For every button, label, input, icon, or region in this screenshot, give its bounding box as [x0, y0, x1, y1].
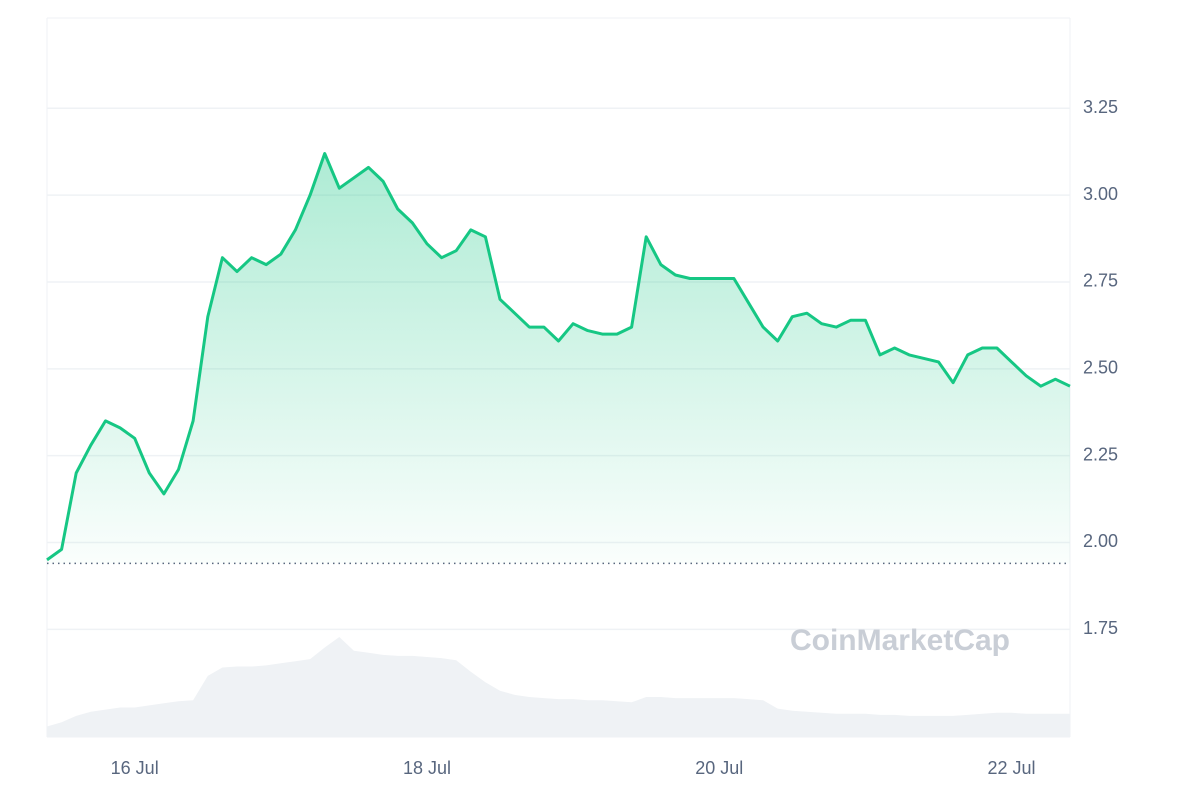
y-tick-label: 1.75 — [1083, 618, 1118, 638]
volume-area — [47, 637, 1070, 737]
price-line — [46, 152, 1071, 562]
x-tick-label: 18 Jul — [403, 758, 451, 778]
price-area — [47, 153, 1070, 564]
x-tick-label: 16 Jul — [111, 758, 159, 778]
y-tick-label: 2.25 — [1083, 444, 1118, 464]
labels: 1.75 2.00 2.25 2.50 2.75 3.00 3.25 16 Jul 18 Jul… — [111, 97, 1118, 778]
y-tick-label: 3.25 — [1083, 97, 1118, 117]
y-tick-label: 3.00 — [1083, 184, 1118, 204]
plot — [46, 152, 1071, 565]
volume-layer — [47, 637, 1070, 737]
y-tick-label: 2.00 — [1083, 531, 1118, 551]
x-tick-label: 22 Jul — [988, 758, 1036, 778]
y-tick-label: 2.75 — [1083, 271, 1118, 291]
x-tick-label: 20 Jul — [695, 758, 743, 778]
y-tick-label: 2.50 — [1083, 358, 1118, 378]
watermark: CoinMarketCap — [790, 624, 1010, 657]
